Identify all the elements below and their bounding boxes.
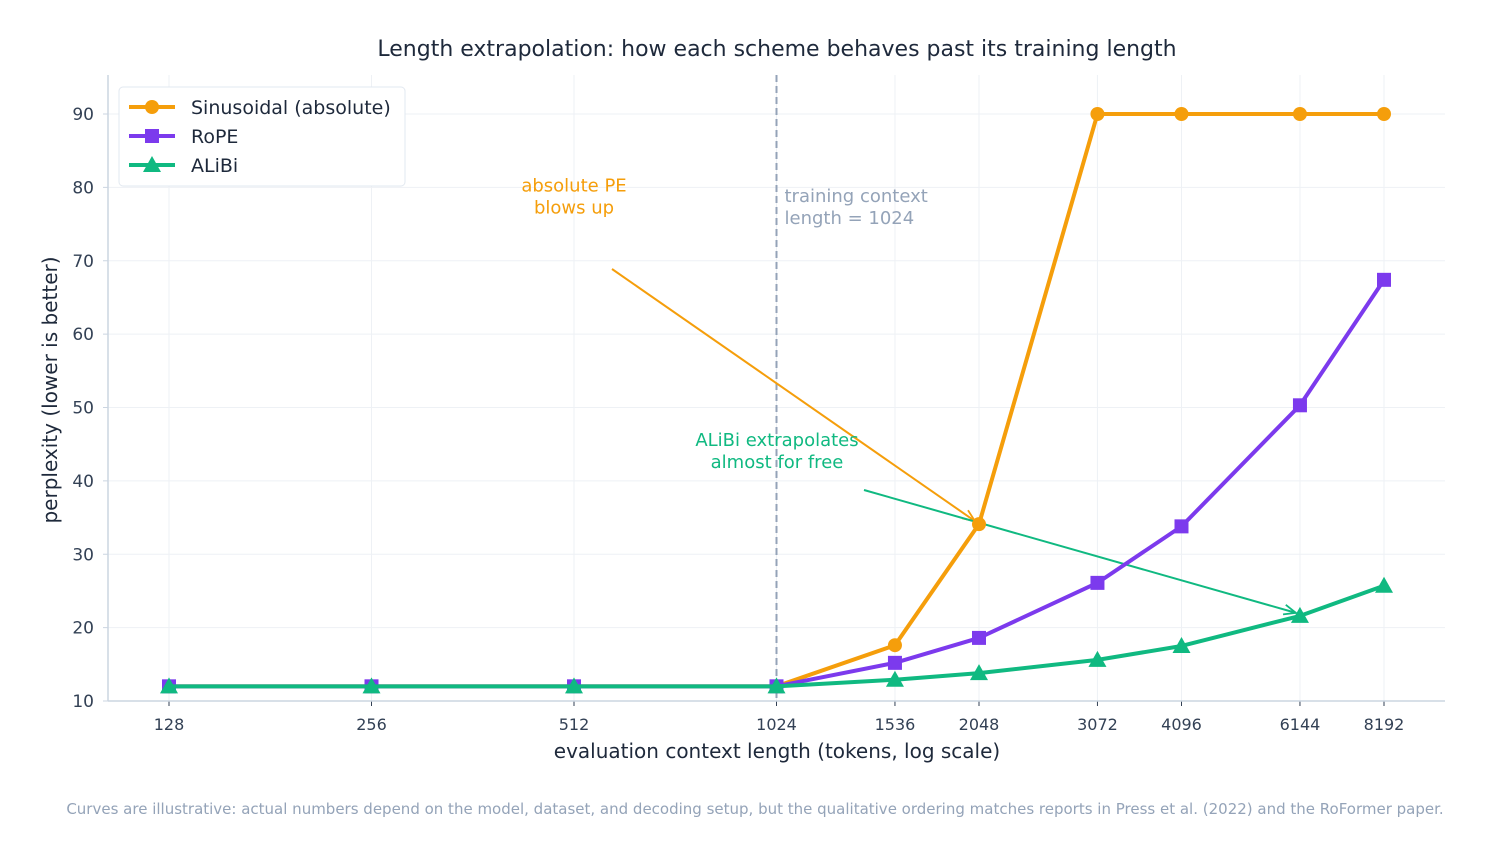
data-point <box>145 100 159 114</box>
y-tick-label: 10 <box>72 692 94 712</box>
data-point <box>160 677 178 694</box>
legend-box <box>118 86 406 187</box>
legend-item: ALiBi <box>129 155 238 177</box>
annotation-text: absolute PE <box>521 175 626 196</box>
data-point <box>1174 519 1189 534</box>
data-point <box>143 156 161 172</box>
annotation-text: ALiBi extrapolates <box>695 430 858 451</box>
legend-item: RoPE <box>129 126 238 148</box>
data-point <box>145 129 159 143</box>
data-point <box>767 677 786 694</box>
legend-label: RoPE <box>191 126 238 148</box>
data-point <box>1174 107 1189 121</box>
chart-title: Length extrapolation: how each scheme be… <box>377 37 1176 62</box>
x-tick-label: 512 <box>559 715 590 734</box>
x-tick-label: 256 <box>356 715 387 734</box>
y-tick-label: 50 <box>72 399 94 419</box>
data-point <box>1090 575 1105 590</box>
data-point <box>887 655 902 670</box>
data-point <box>1172 636 1191 653</box>
legend-item: Sinusoidal (absolute) <box>129 97 391 119</box>
data-point <box>565 677 583 694</box>
x-tick-label: 1024 <box>756 715 797 734</box>
x-axis-label: evaluation context length (tokens, log s… <box>554 739 1000 763</box>
x-tick-label: 6144 <box>1280 715 1321 734</box>
x-tick-label: 4096 <box>1161 715 1202 734</box>
x-tick-label: 1536 <box>875 715 916 734</box>
data-point <box>1375 576 1393 593</box>
legend-label: Sinusoidal (absolute) <box>191 97 391 119</box>
data-point <box>1292 107 1307 121</box>
y-tick-label: 30 <box>72 545 94 565</box>
annotation-arrow <box>611 268 975 521</box>
y-tick-label: 20 <box>72 619 94 639</box>
data-point <box>1290 606 1309 623</box>
data-point <box>970 664 988 681</box>
y-axis-label: perplexity (lower is better) <box>38 256 62 523</box>
y-tick-label: 40 <box>72 472 94 492</box>
series-line <box>169 583 1385 689</box>
data-point <box>1292 398 1307 413</box>
footnote: Curves are illustrative: actual numbers … <box>66 800 1443 818</box>
x-tick-label: 3072 <box>1077 715 1118 734</box>
data-point <box>972 517 986 532</box>
y-tick-label: 60 <box>72 325 94 345</box>
y-tick-label: 90 <box>72 105 94 125</box>
y-tick-label: 70 <box>72 252 94 272</box>
x-tick-label: 8192 <box>1364 715 1405 734</box>
legend: Sinusoidal (absolute) RoPE ALiBi <box>118 86 406 187</box>
legend-label: ALiBi <box>191 155 238 177</box>
x-tick-label: 2048 <box>959 715 1000 734</box>
data-point <box>972 630 986 645</box>
annotation-arrow <box>863 489 1296 613</box>
annotation-text: blows up <box>534 197 614 218</box>
x-tick-label: 128 <box>154 715 185 734</box>
data-point <box>1377 107 1391 121</box>
data-point <box>1377 272 1391 287</box>
data-point <box>887 638 902 653</box>
vline-label: length = 1024 <box>785 208 915 229</box>
series <box>160 107 1393 694</box>
data-point <box>1090 107 1105 121</box>
data-point <box>885 670 904 687</box>
y-tick-label: 80 <box>72 178 94 198</box>
data-point <box>1088 650 1107 667</box>
annotation-text: almost for free <box>711 452 844 473</box>
axes: 10 20 30 40 50 60 70 80 90 128 256 512 1024 1536 2048 3… <box>72 75 1445 734</box>
series-alibi <box>160 576 1393 694</box>
vline-label: training context <box>785 186 928 207</box>
data-point <box>362 677 381 694</box>
